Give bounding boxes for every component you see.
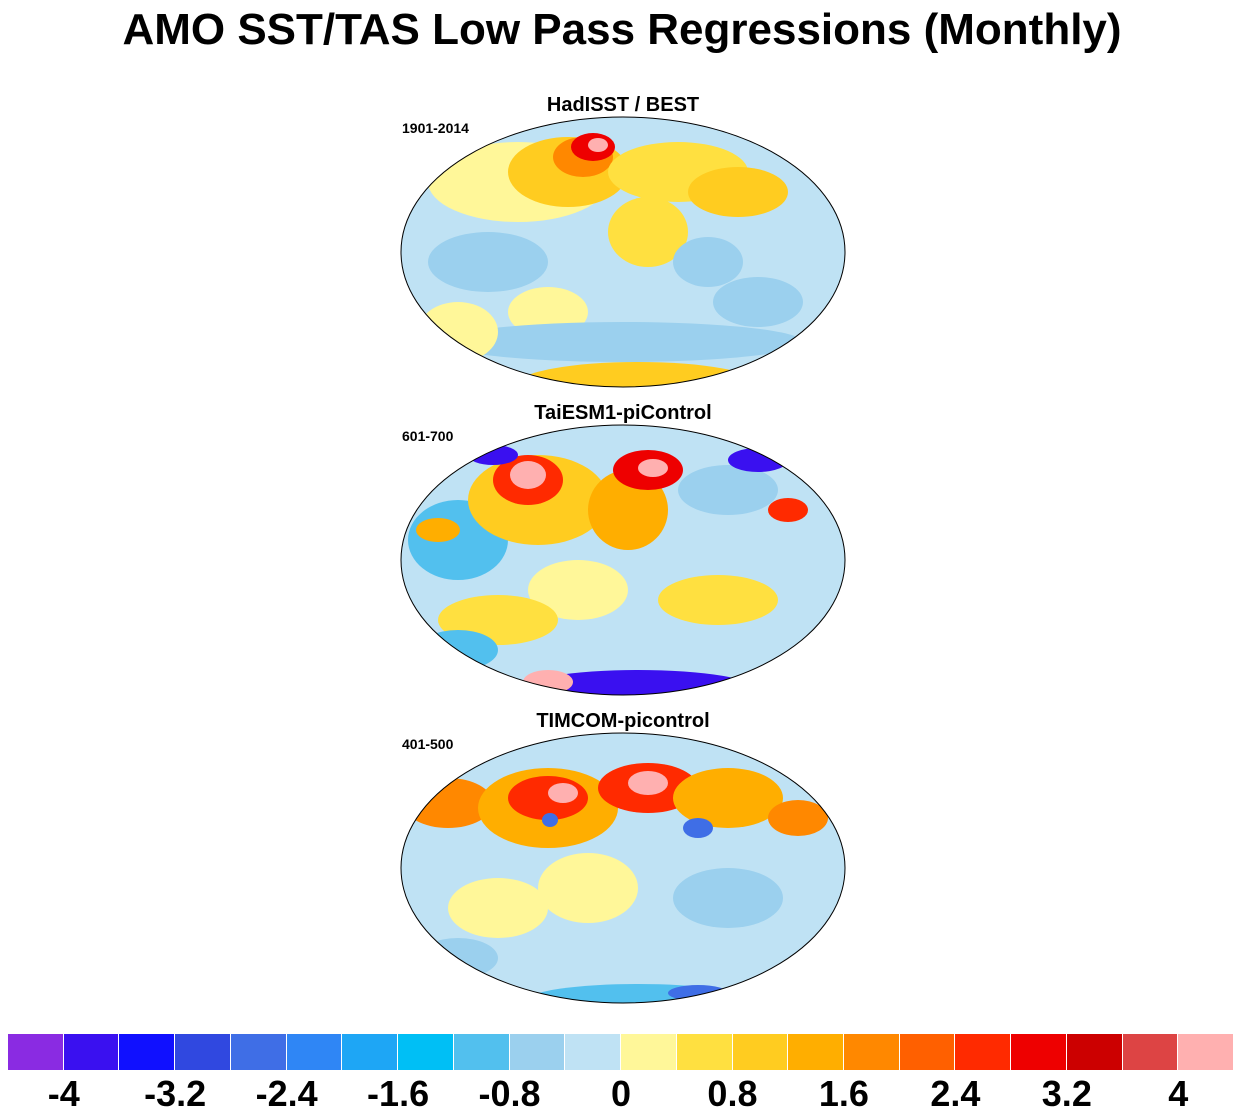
colorbar-labels: -4 -3.2 -2.4 -1.6 -0.8 0 0.8 1.6 2.4 3.2 4 bbox=[0, 1072, 1244, 1116]
colorbar-swatch bbox=[676, 1034, 733, 1070]
colorbar-swatch bbox=[509, 1034, 566, 1070]
colorbar-swatch bbox=[453, 1034, 510, 1070]
colorbar-swatch bbox=[844, 1034, 900, 1070]
colorbar-swatch bbox=[175, 1034, 231, 1070]
panel-period: 401-500 bbox=[402, 736, 454, 752]
colorbar-swatch bbox=[286, 1034, 343, 1070]
colorbar-swatch bbox=[899, 1034, 956, 1070]
colorbar-swatch bbox=[621, 1034, 677, 1070]
colorbar-swatch bbox=[955, 1034, 1012, 1070]
colorbar-swatch bbox=[1178, 1034, 1235, 1070]
map-panel-timcom: TIMCOM-picontrol 401-500 bbox=[398, 710, 848, 1010]
colorbar-swatch bbox=[63, 1034, 120, 1070]
colorbar bbox=[8, 1034, 1235, 1070]
world-map-hadisst bbox=[400, 116, 846, 388]
colorbar-swatch bbox=[732, 1034, 789, 1070]
colorbar-tick-label: -3.2 bbox=[144, 1073, 207, 1114]
colorbar-tick-label: -1.6 bbox=[367, 1073, 430, 1114]
colorbar-tick-label: 0 bbox=[610, 1073, 632, 1114]
colorbar-tick-label: 3.2 bbox=[1041, 1073, 1092, 1114]
panel-period: 1901-2014 bbox=[402, 120, 469, 136]
colorbar-tick-label: 2.4 bbox=[930, 1073, 981, 1114]
world-map-taiesm1 bbox=[400, 424, 846, 696]
map-panel-hadisst: HadISST / BEST 1901-2014 bbox=[398, 94, 848, 394]
colorbar-swatch bbox=[788, 1034, 845, 1070]
colorbar-swatch bbox=[1122, 1034, 1179, 1070]
colorbar-swatch bbox=[119, 1034, 176, 1070]
panel-title: HadISST / BEST bbox=[546, 94, 700, 116]
panel-title: TIMCOM-picontrol bbox=[536, 710, 710, 732]
map-panel-taiesm1: TaiESM1-piControl 601-700 bbox=[398, 402, 848, 702]
world-map-timcom bbox=[400, 732, 846, 1004]
colorbar-tick-label: 1.6 bbox=[818, 1073, 869, 1114]
colorbar-swatch bbox=[342, 1034, 399, 1070]
panel-title: TaiESM1-piControl bbox=[534, 402, 712, 424]
colorbar-swatch bbox=[1011, 1034, 1067, 1070]
panel-period: 601-700 bbox=[402, 428, 454, 444]
colorbar-swatch bbox=[398, 1034, 454, 1070]
figure-title: AMO SST/TAS Low Pass Regressions (Monthl… bbox=[122, 5, 1122, 54]
colorbar-swatch bbox=[230, 1034, 287, 1070]
colorbar-tick-label: 0.8 bbox=[707, 1073, 758, 1114]
colorbar-tick-label: -2.4 bbox=[255, 1073, 318, 1114]
colorbar-tick-label: -0.8 bbox=[478, 1073, 541, 1114]
colorbar-tick-label: 4 bbox=[1168, 1073, 1189, 1114]
colorbar-tick-label: -4 bbox=[47, 1073, 80, 1114]
colorbar-swatch bbox=[1066, 1034, 1123, 1070]
colorbar-swatch bbox=[565, 1034, 622, 1070]
colorbar-swatch bbox=[8, 1034, 64, 1070]
